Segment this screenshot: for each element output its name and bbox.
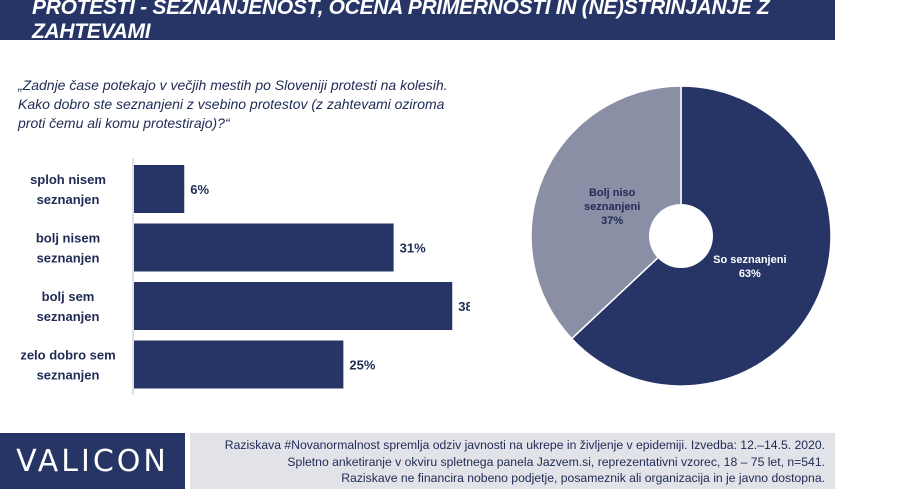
page-title: PROTESTI - SEZNANJENOST, OCENA PRIMERNOS… xyxy=(32,0,770,43)
category-label: sploh nisem seznanjen xyxy=(30,172,106,207)
footer-line: Spletno anketiranje v okviru spletnega p… xyxy=(287,454,825,469)
category-label: zelo dobro sem seznanjen xyxy=(20,348,115,383)
survey-question: „Zadnje čase potekajo v večjih mestih po… xyxy=(18,76,468,133)
pie-slice xyxy=(530,85,682,340)
footer-line: Raziskava #Novanormalnost spremlja odziv… xyxy=(224,438,825,452)
bar-value-label: 6% xyxy=(190,182,209,197)
awareness-pie-chart: So seznanjeni 63% Bolj niso seznanjeni 37% xyxy=(530,85,832,387)
bar-value-label: 38% xyxy=(458,299,470,314)
pie-slice-label: So seznanjeni 63% xyxy=(713,254,786,280)
question-line: „Zadnje čase potekajo v večjih mestih po… xyxy=(18,77,448,93)
question-line: Kako dobro ste seznanjeni z vsebino prot… xyxy=(18,96,445,112)
awareness-bar-chart: 6% sploh nisem seznanjen 31% bolj nisem sezna… xyxy=(20,158,470,395)
bar-value-label: 31% xyxy=(400,241,426,256)
footer-line: Raziskave ne financira nobeno podjetje, … xyxy=(341,471,825,485)
bar xyxy=(134,223,394,272)
valicon-logo: VALICON xyxy=(0,433,185,489)
brand-name: VALICON xyxy=(16,443,169,479)
bar-value-label: 25% xyxy=(349,358,375,373)
category-label: bolj nisem seznanjen xyxy=(36,231,100,266)
donut-hole xyxy=(649,204,713,268)
pie-slice-label: Bolj niso seznanjeni 37% xyxy=(584,187,640,227)
bar xyxy=(134,165,185,213)
bar xyxy=(134,282,453,330)
title-bar: PROTESTI - SEZNANJENOST, OCENA PRIMERNOS… xyxy=(0,0,835,43)
bar xyxy=(134,340,344,389)
category-label: bolj sem seznanjen xyxy=(37,289,100,324)
question-line: proti čemu ali komu protestirajo)?“ xyxy=(18,115,230,131)
footer-note: Raziskava #Novanormalnost spremlja odziv… xyxy=(190,433,835,489)
